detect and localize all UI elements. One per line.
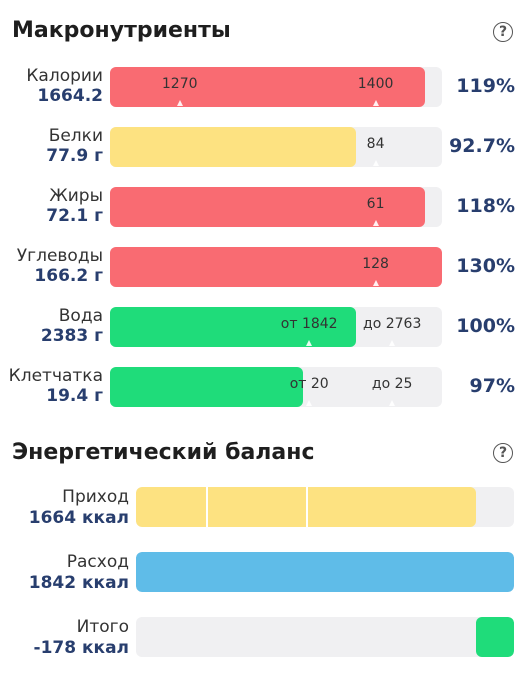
- macro-name: Жиры: [49, 186, 103, 206]
- macro-progress-fill: [110, 367, 303, 407]
- macro-target-label: до 25: [371, 376, 413, 392]
- macro-progress-bar: 61: [110, 187, 442, 227]
- macro-value: 1664.2: [37, 86, 103, 106]
- energy-name: Итого: [76, 617, 129, 637]
- macro-target-label: 84: [366, 136, 385, 152]
- macro-progress-fill: [110, 67, 425, 107]
- energy-bar-fill: [476, 617, 514, 657]
- energy-bar-divider: [306, 487, 309, 527]
- macro-target-label: до 2763: [363, 316, 422, 332]
- marker-tick-icon: [372, 280, 379, 286]
- macro-progress-bar: 128: [110, 247, 442, 287]
- macro-percent: 119%: [456, 75, 515, 97]
- energy-label: Итого -178 ккал: [34, 617, 129, 659]
- macro-name: Белки: [48, 126, 103, 146]
- macro-label: Белки 77.9 г: [46, 126, 103, 166]
- macro-label: Углеводы 166.2 г: [17, 246, 103, 286]
- macro-value: 77.9 г: [46, 146, 103, 166]
- macro-percent: 130%: [456, 255, 515, 277]
- marker-tick-icon: [389, 400, 396, 406]
- energy-name: Приход: [62, 487, 129, 507]
- energy-bar: [136, 617, 514, 657]
- macro-name: Клетчатка: [8, 366, 103, 386]
- macro-target-label: 1400: [357, 76, 394, 92]
- macro-target-label: от 20: [289, 376, 329, 392]
- marker-tick-icon: [372, 100, 379, 106]
- macros-help-icon[interactable]: ?: [493, 22, 513, 42]
- macro-percent: 92.7%: [449, 135, 515, 157]
- macro-percent: 97%: [469, 375, 515, 397]
- macro-label: Вода 2383 г: [41, 306, 103, 346]
- energy-bar: [136, 552, 514, 592]
- energy-bar: [136, 487, 514, 527]
- marker-tick-icon: [372, 220, 379, 226]
- marker-tick-icon: [306, 400, 313, 406]
- macros-title: Макронутриенты: [12, 18, 231, 43]
- marker-tick-icon: [306, 340, 313, 346]
- macro-name: Вода: [58, 306, 103, 326]
- macro-value: 166.2 г: [34, 266, 103, 286]
- macro-target-label: 1270: [161, 76, 198, 92]
- marker-tick-icon: [389, 340, 396, 346]
- macro-name: Углеводы: [16, 246, 103, 266]
- macro-progress-bar: 1270 1400: [110, 67, 442, 107]
- macro-value: 2383 г: [40, 326, 103, 346]
- macro-progress-fill: [110, 187, 425, 227]
- macro-label: Клетчатка 19.4 г: [9, 366, 103, 406]
- macro-progress-fill: [110, 307, 356, 347]
- macro-progress-bar: от 1842 до 2763: [110, 307, 442, 347]
- macro-name: Калории: [26, 66, 103, 86]
- energy-help-icon[interactable]: ?: [493, 443, 513, 463]
- energy-value: 1664 ккал: [28, 508, 129, 528]
- marker-tick-icon: [176, 100, 183, 106]
- energy-name: Расход: [66, 552, 129, 572]
- energy-title: Энергетический баланс: [12, 440, 315, 465]
- energy-bar-divider: [205, 487, 208, 527]
- macro-value: 19.4 г: [46, 386, 103, 406]
- macro-progress-fill: [110, 127, 356, 167]
- energy-label: Расход 1842 ккал: [29, 552, 129, 594]
- energy-value: -178 ккал: [33, 638, 129, 658]
- macro-value: 72.1 г: [46, 206, 103, 226]
- energy-label: Приход 1664 ккал: [29, 487, 129, 529]
- energy-bar-fill: [136, 552, 514, 592]
- macro-label: Калории 1664.2: [26, 66, 103, 106]
- macro-percent: 118%: [456, 195, 515, 217]
- macro-target-label: 128: [362, 256, 389, 272]
- macro-progress-fill: [110, 247, 442, 287]
- macro-target-label: от 1842: [280, 316, 338, 332]
- macro-label: Жиры 72.1 г: [46, 186, 103, 226]
- macro-progress-bar: от 20 до 25: [110, 367, 442, 407]
- marker-tick-icon: [372, 160, 379, 166]
- macro-percent: 100%: [456, 315, 515, 337]
- macro-target-label: 61: [366, 196, 385, 212]
- macro-progress-bar: 84: [110, 127, 442, 167]
- energy-value: 1842 ккал: [28, 573, 129, 593]
